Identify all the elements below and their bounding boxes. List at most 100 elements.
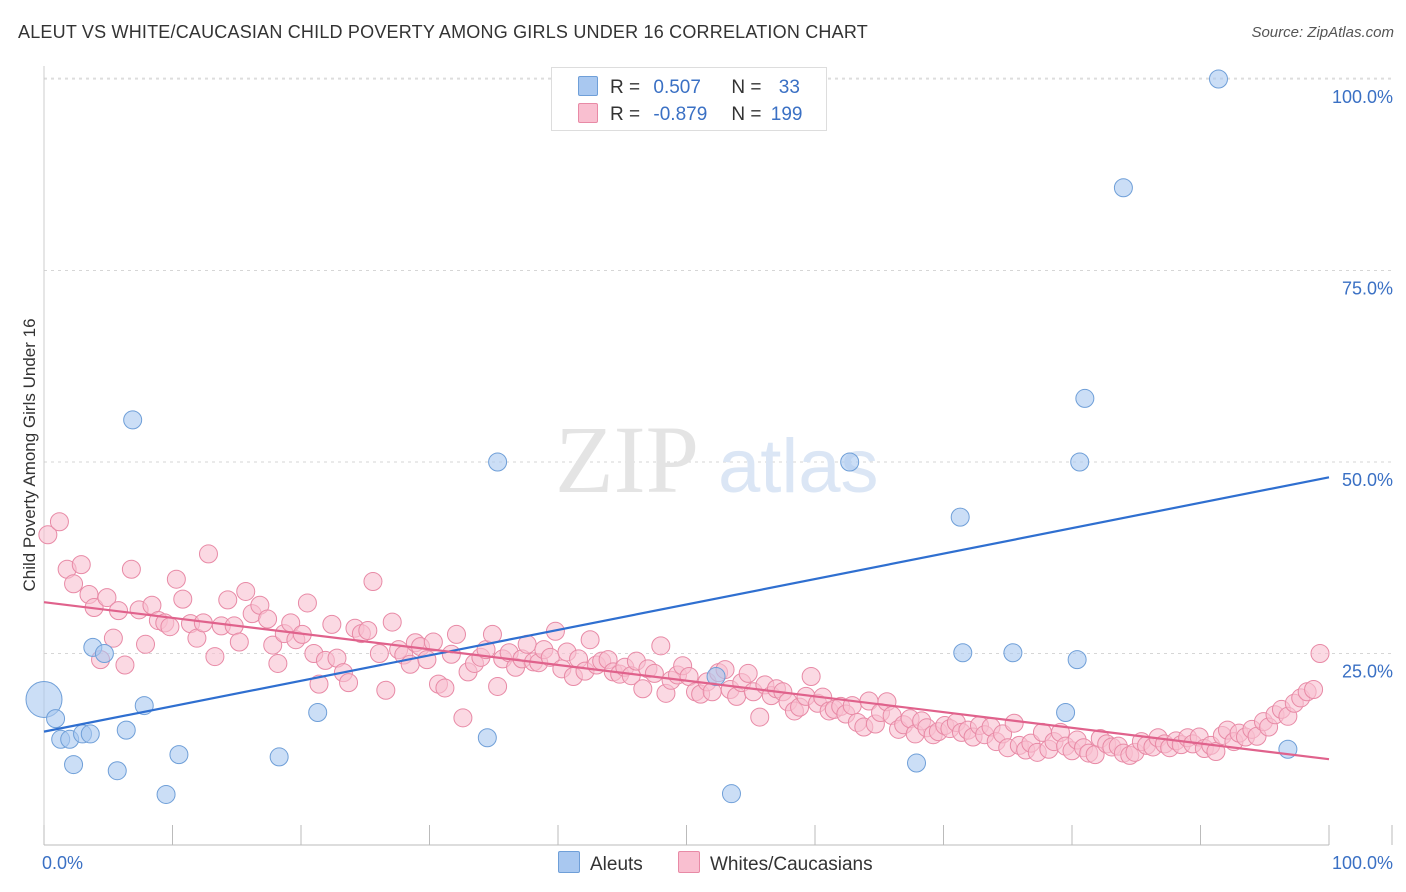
white-point <box>738 663 758 683</box>
y-tick-label: 50.0% <box>1342 470 1393 490</box>
white-point <box>71 555 91 575</box>
white-point <box>1304 680 1324 700</box>
white-point <box>121 559 141 579</box>
white-point <box>309 674 329 694</box>
white-point <box>258 609 278 629</box>
aleut-point <box>721 784 741 804</box>
white-point <box>160 617 180 637</box>
aleut-point <box>1056 702 1076 722</box>
aleut-point <box>953 643 973 663</box>
white-point <box>446 624 466 644</box>
aleut-point <box>107 761 127 781</box>
aleut-point <box>488 452 508 472</box>
white-point <box>376 680 396 700</box>
aleut-point <box>94 644 114 663</box>
white-point <box>435 678 455 698</box>
aleut-point <box>308 702 328 722</box>
white-point <box>236 581 256 601</box>
aleut-point <box>156 784 176 804</box>
white-point <box>1206 742 1226 762</box>
white-point <box>297 593 317 613</box>
bottom-legend-whites: Whites/Caucasians <box>678 851 873 876</box>
legend-r-value: 0.507 <box>653 77 701 98</box>
axis-layer <box>43 66 1393 846</box>
white-point <box>198 544 218 564</box>
legend-r-value: -0.879 <box>653 104 708 125</box>
y-tick-label: 75.0% <box>1342 279 1393 299</box>
white-point <box>205 647 225 667</box>
white-point <box>229 632 249 652</box>
aleut-point <box>1208 69 1228 89</box>
white-point <box>339 673 359 693</box>
aleut-point <box>1003 643 1023 663</box>
aleut-point <box>477 728 497 748</box>
legend-n-label: N = <box>731 77 762 98</box>
white-point <box>651 636 671 656</box>
aleut-point <box>80 724 100 744</box>
x-tick-label: 100.0% <box>1332 853 1393 873</box>
white-point <box>173 589 193 609</box>
x-tick-label: 0.0% <box>42 853 83 873</box>
legend-n-value: 33 <box>778 77 800 98</box>
white-point <box>115 655 135 675</box>
white-point <box>49 512 69 532</box>
grid-layer <box>44 77 1392 654</box>
aleut-point <box>25 680 63 718</box>
white-point <box>633 679 653 699</box>
white-point <box>358 621 378 641</box>
aleut-point <box>123 410 143 430</box>
white-point <box>382 612 402 632</box>
aleut-point <box>169 745 189 765</box>
aleut-point <box>950 507 970 527</box>
legend-swatch-whites <box>578 103 598 123</box>
white-point <box>453 708 473 728</box>
y-tick-label: 25.0% <box>1342 662 1393 682</box>
aleut-point <box>1113 178 1133 198</box>
source-label: Source: ZipAtlas.com <box>1251 24 1394 41</box>
trend-layer <box>43 476 1330 761</box>
aleut-point <box>1075 388 1095 408</box>
white-point <box>38 525 58 545</box>
white-trend-line <box>43 601 1330 761</box>
white-point <box>363 571 383 591</box>
aleut-point <box>64 755 84 775</box>
aleut-point <box>46 709 66 729</box>
tick-label-layer: 25.0% 50.0% 75.0% 100.0% 0.0% 100.0% <box>42 87 1393 873</box>
white-point <box>103 628 123 648</box>
white-point <box>441 644 461 664</box>
white-point <box>268 653 288 673</box>
y-tick-label: 100.0% <box>1332 87 1393 107</box>
white-point <box>644 663 664 683</box>
legend-row-whites: R = -0.879 N = 199 <box>578 103 802 125</box>
white-point <box>1310 644 1330 663</box>
bottom-legend-swatch-whites <box>678 851 700 873</box>
legend-n-value: 199 <box>770 104 803 125</box>
aleut-point <box>907 753 927 773</box>
white-point <box>166 569 186 589</box>
white-point <box>369 644 389 663</box>
white-point <box>263 635 283 655</box>
bottom-legend-label: Aleuts <box>590 854 643 875</box>
white-point <box>218 590 238 610</box>
aleut-point <box>840 452 860 472</box>
legend-row-aleuts: R = 0.507 N = 33 <box>578 76 800 98</box>
legend-n-label: N = <box>731 104 762 125</box>
white-point <box>750 707 770 727</box>
white-point <box>64 574 84 594</box>
white-point <box>801 666 821 686</box>
white-point <box>136 634 156 654</box>
white-point <box>580 630 600 650</box>
bottom-legend-swatch-aleuts <box>558 851 580 873</box>
aleut-point <box>269 747 289 767</box>
aleut-trend-line <box>43 476 1330 733</box>
aleut-point <box>116 720 136 740</box>
y-axis-label: Child Poverty Among Girls Under 16 <box>20 318 39 592</box>
white-point <box>423 632 443 652</box>
bottom-legend-aleuts: Aleuts <box>558 851 643 876</box>
legend-r-label: R = <box>610 104 641 125</box>
white-point <box>97 588 117 608</box>
chart-title: ALEUT VS WHITE/CAUCASIAN CHILD POVERTY A… <box>18 22 868 42</box>
bottom-legend-label: Whites/Caucasians <box>710 854 873 875</box>
white-point <box>417 650 437 670</box>
